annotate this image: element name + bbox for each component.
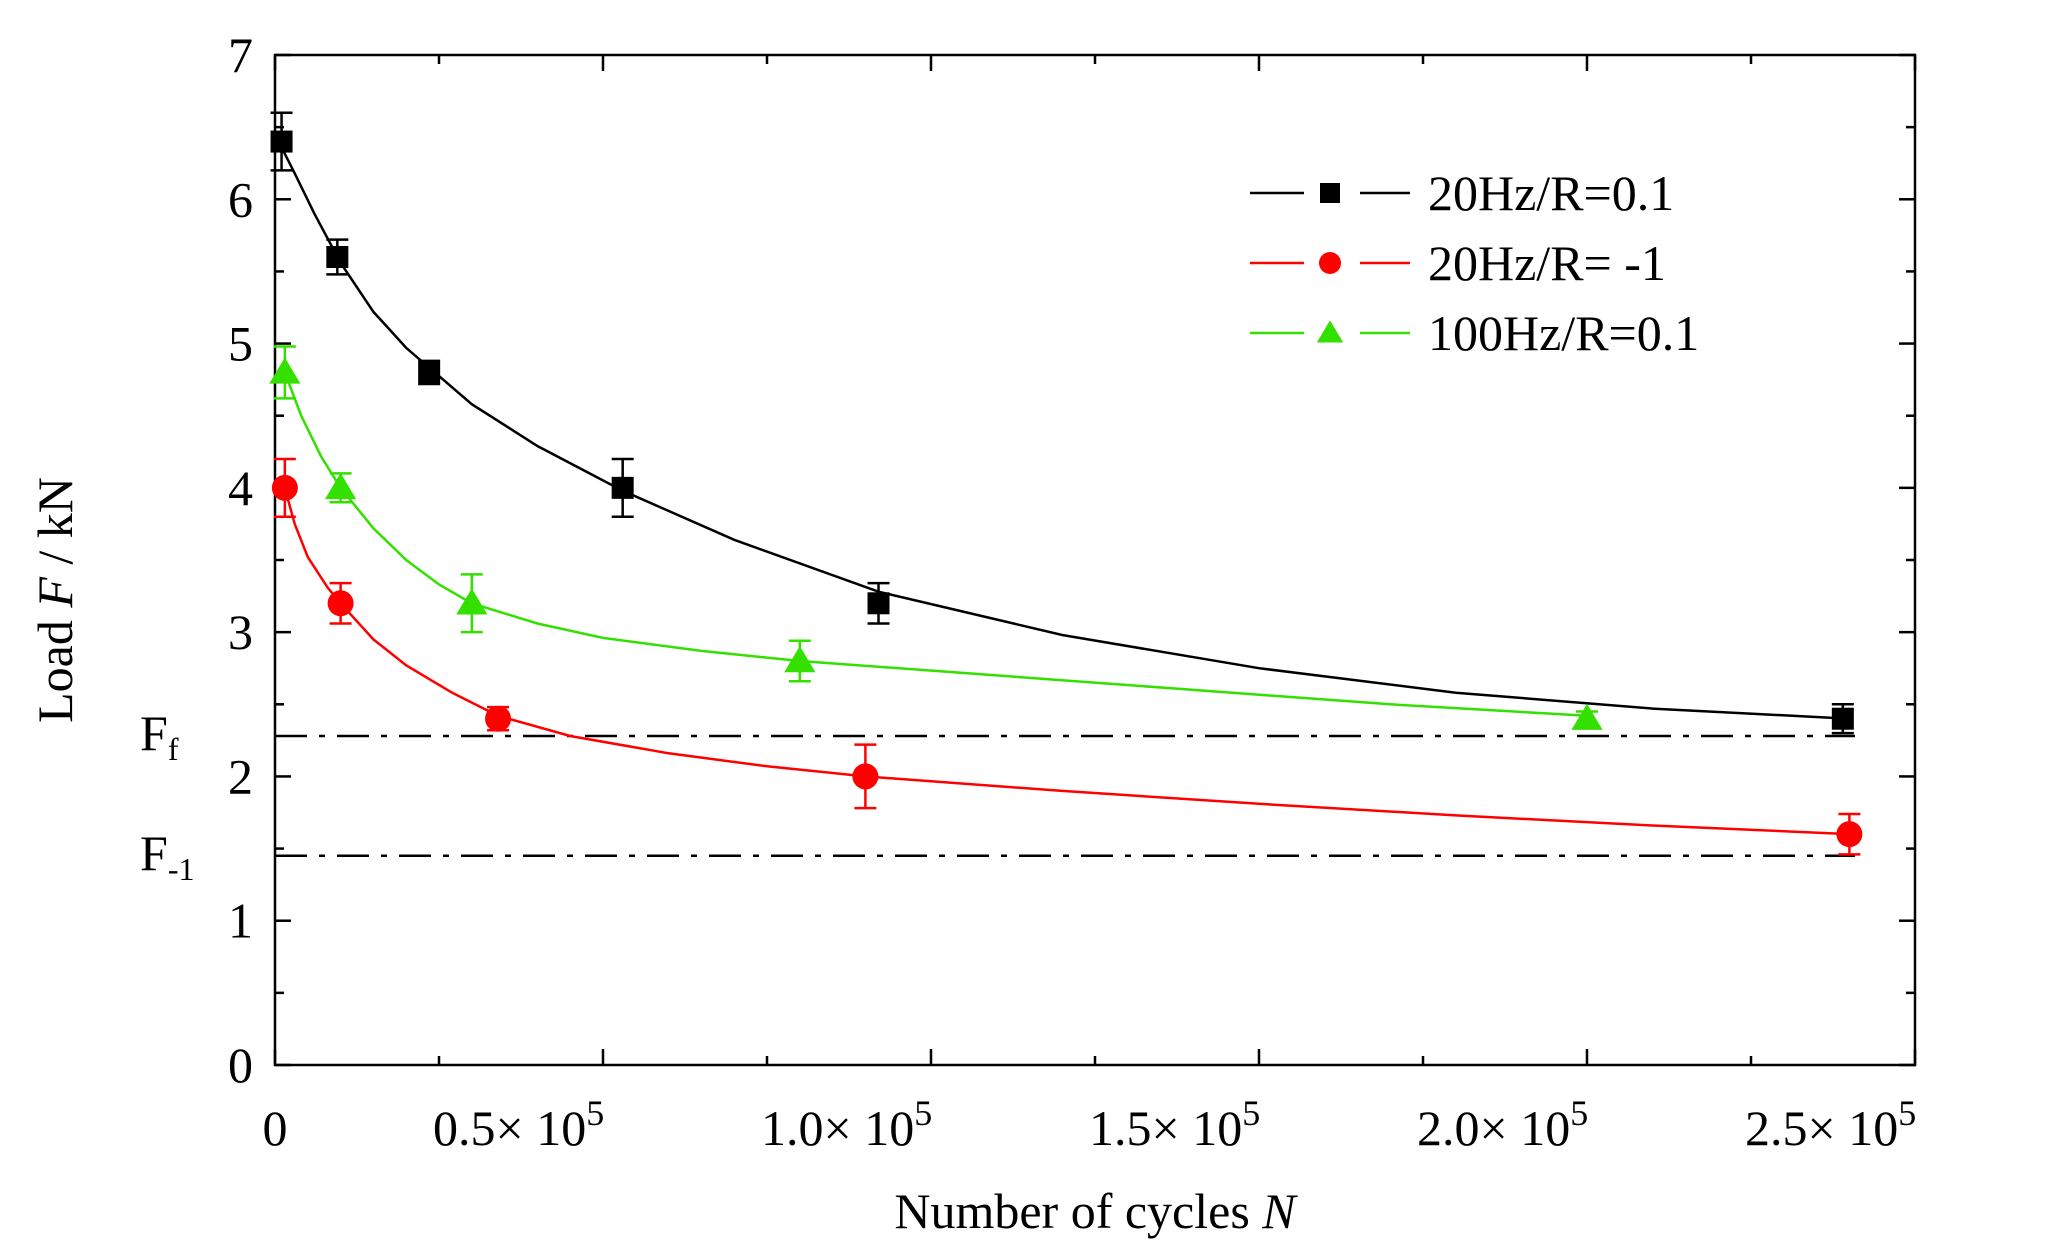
x-tick-label: 0 [263, 1100, 288, 1156]
data-point-circle [485, 705, 512, 732]
data-point-square [611, 476, 634, 499]
x-tick-label: 2.0× 105 [1417, 1093, 1588, 1156]
series-20Hz/R= -1 [271, 457, 1863, 856]
reference-label-Ff: Ff [140, 705, 179, 767]
data-point-square [1831, 707, 1854, 730]
y-axis-variable: F [27, 577, 83, 609]
x-tick-label-text: 1.5× 10 [1089, 1100, 1242, 1156]
legend-item: 20Hz/R= -1 [1250, 235, 1666, 291]
y-tick-label: 2 [228, 748, 253, 804]
data-point-square [1320, 183, 1340, 203]
legend-item: 20Hz/R=0.1 [1250, 165, 1674, 221]
legend-label: 20Hz/R= -1 [1428, 235, 1666, 291]
x-tick-label: 1.0× 105 [761, 1093, 932, 1156]
reference-label-subscript: f [168, 731, 179, 767]
x-tick-label-text: 2.0× 10 [1417, 1100, 1570, 1156]
x-tick-label-exponent: 5 [1570, 1093, 1588, 1133]
data-point-square [270, 130, 293, 153]
data-point-circle [1836, 821, 1863, 848]
x-axis-title-text: Number of cycles [894, 1183, 1249, 1239]
x-axis: 0 0.5× 105 1.0× 105 1.5× 105 2.0× 105 2.5× 10… [263, 55, 1917, 1156]
legend: 20Hz/R=0.1 20Hz/R= -1 100Hz/R=0.1 [1250, 165, 1699, 361]
reference-label-F-1: F-1 [140, 825, 194, 887]
data-point-triangle [269, 357, 301, 384]
legend-label: 20Hz/R=0.1 [1428, 165, 1674, 221]
data-point-triangle [325, 472, 357, 500]
series-fit-line [283, 487, 1850, 836]
x-tick-label-text: 2.5× 10 [1745, 1100, 1898, 1156]
x-tick-label-text: 0.5× 10 [433, 1100, 586, 1156]
data-point-circle [271, 474, 298, 501]
x-tick-label: 0.5× 105 [433, 1093, 604, 1156]
data-point-circle [1319, 252, 1341, 274]
y-tick-label: 6 [228, 171, 253, 227]
y-tick-label: 0 [228, 1037, 253, 1093]
y-tick-label: 3 [228, 604, 253, 660]
legend-item: 100Hz/R=0.1 [1250, 305, 1699, 361]
y-axis-title-text: Load [27, 620, 83, 723]
series-fit-line [283, 371, 1588, 718]
x-tick-label-exponent: 5 [586, 1093, 604, 1133]
reference-label-main: F [140, 705, 168, 761]
y-axis-title: Load F / kN [27, 477, 83, 723]
x-tick-label: 1.5× 105 [1089, 1093, 1260, 1156]
x-tick-label-text: 0 [263, 1100, 288, 1156]
series-100Hz/R=0.1 [269, 345, 1603, 730]
data-point-triangle [784, 646, 816, 673]
reference-lines: FfF-1 [140, 705, 1855, 887]
y-tick-label: 4 [228, 460, 253, 516]
y-tick-label: 7 [228, 27, 253, 83]
reference-label-main: F [140, 825, 168, 881]
x-tick-label-exponent: 5 [914, 1093, 932, 1133]
x-tick-label-text: 1.0× 10 [761, 1100, 914, 1156]
y-axis: 0 1 2 3 4 5 6 7 [228, 27, 1915, 1093]
legend-label: 100Hz/R=0.1 [1428, 305, 1699, 361]
x-tick-label-exponent: 5 [1898, 1093, 1916, 1133]
series-layer [269, 111, 1863, 856]
series-20Hz/R=0.1 [270, 111, 1854, 735]
x-axis-title: Number of cycles N [894, 1183, 1298, 1239]
data-point-square [326, 246, 349, 268]
data-point-square [418, 361, 441, 384]
data-point-triangle [1571, 703, 1603, 730]
data-point-triangle [456, 588, 488, 615]
reference-label-subscript: -1 [168, 851, 195, 887]
x-axis-variable: N [1261, 1183, 1298, 1239]
data-point-circle [852, 763, 879, 790]
x-tick-label-exponent: 5 [1242, 1093, 1260, 1133]
data-point-square [867, 592, 890, 615]
y-axis-unit: / kN [27, 477, 83, 565]
y-tick-label: 1 [228, 893, 253, 949]
series-fit-line [273, 133, 1850, 720]
x-tick-label: 2.5× 105 [1745, 1093, 1916, 1156]
data-point-triangle [1316, 320, 1344, 343]
y-tick-label: 5 [228, 316, 253, 372]
data-point-circle [327, 590, 354, 617]
